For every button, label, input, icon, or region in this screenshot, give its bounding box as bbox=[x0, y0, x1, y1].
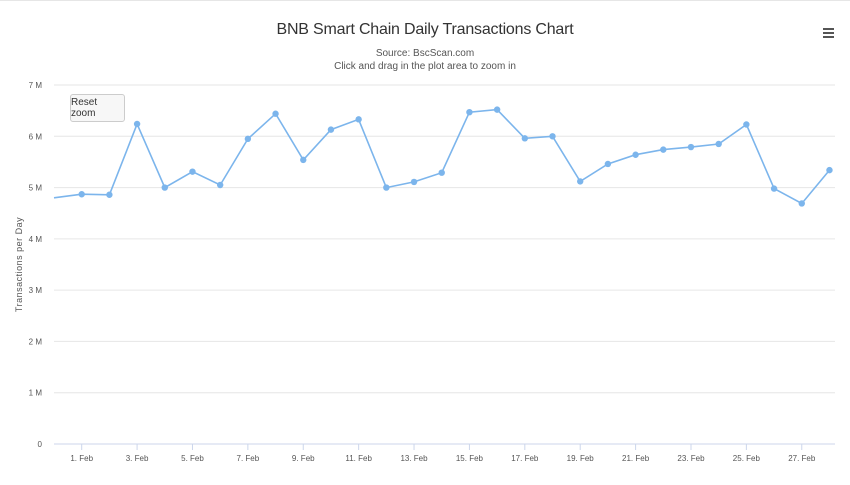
y-tick-label: 6 M bbox=[29, 132, 43, 141]
data-point[interactable] bbox=[410, 178, 418, 186]
x-tick-label: 21. Feb bbox=[622, 454, 650, 463]
x-tick-label: 25. Feb bbox=[733, 454, 761, 463]
data-point[interactable] bbox=[133, 120, 141, 128]
x-tick-label: 3. Feb bbox=[126, 454, 149, 463]
menu-bar-bottom bbox=[822, 36, 834, 38]
data-point[interactable] bbox=[521, 135, 529, 142]
data-point[interactable] bbox=[577, 178, 584, 185]
data-point[interactable] bbox=[743, 121, 750, 128]
x-tick-label: 27. Feb bbox=[788, 454, 816, 463]
chart-subtitle-source: Source: BscScan.com bbox=[375, 48, 475, 59]
x-tick-label: 9. Feb bbox=[292, 454, 315, 463]
x-tick-label: 1. Feb bbox=[70, 454, 93, 463]
x-tick-label: 7. Feb bbox=[237, 454, 260, 463]
data-point[interactable] bbox=[78, 191, 85, 198]
data-point[interactable] bbox=[244, 135, 252, 143]
data-point[interactable] bbox=[300, 156, 307, 164]
data-point[interactable] bbox=[466, 108, 473, 116]
y-tick-label: 3 M bbox=[29, 286, 43, 295]
data-point[interactable] bbox=[770, 185, 778, 192]
x-tick-label: 17. Feb bbox=[511, 454, 539, 463]
data-points bbox=[78, 106, 833, 207]
x-tick-label: 19. Feb bbox=[567, 454, 595, 463]
data-point[interactable] bbox=[106, 191, 113, 198]
x-tick-label: 23. Feb bbox=[677, 454, 705, 463]
data-point[interactable] bbox=[272, 110, 279, 117]
y-tick-label: 0 bbox=[38, 440, 43, 449]
data-point[interactable] bbox=[438, 169, 445, 176]
hamburger-menu-icon[interactable] bbox=[818, 23, 838, 43]
data-point[interactable] bbox=[493, 106, 501, 113]
data-point[interactable] bbox=[216, 181, 224, 189]
data-point[interactable] bbox=[604, 160, 612, 168]
data-point[interactable] bbox=[549, 133, 556, 140]
x-tick-label: 5. Feb bbox=[181, 454, 204, 463]
x-tick-label: 13. Feb bbox=[400, 454, 428, 463]
data-point[interactable] bbox=[632, 151, 639, 158]
y-axis-ticks: 0 1 M 2 M 3 M 4 M 5 M 6 M 7 M bbox=[29, 81, 43, 449]
data-point[interactable] bbox=[798, 200, 805, 207]
data-point[interactable] bbox=[355, 116, 362, 123]
x-tick-label: 11. Feb bbox=[345, 454, 372, 463]
data-point[interactable] bbox=[383, 184, 390, 191]
data-point[interactable] bbox=[161, 184, 168, 191]
data-point[interactable] bbox=[660, 146, 667, 153]
data-point[interactable] bbox=[715, 140, 722, 148]
menu-bar-middle bbox=[822, 32, 834, 34]
chart-title: BNB Smart Chain Daily Transactions Chart bbox=[276, 21, 574, 38]
data-point[interactable] bbox=[826, 166, 833, 174]
grid-lines bbox=[54, 84, 835, 445]
data-point[interactable] bbox=[687, 143, 695, 151]
y-tick-label: 5 M bbox=[29, 184, 43, 193]
zoom-hint: Click and drag in the plot area to zoom … bbox=[334, 61, 516, 72]
y-tick-label: 4 M bbox=[29, 235, 43, 244]
reset-zoom-button[interactable]: Reset zoom bbox=[70, 94, 125, 122]
menu-bar-top bbox=[822, 28, 834, 30]
y-tick-label: 2 M bbox=[29, 337, 43, 346]
data-point[interactable] bbox=[327, 126, 335, 133]
series-line bbox=[53, 108, 831, 205]
y-tick-label: 1 M bbox=[29, 389, 43, 398]
x-axis-ticks: 1. Feb 3. Feb 5. Feb 7. Feb 9. Feb 11. Feb 13.… bbox=[70, 444, 816, 463]
y-tick-label: 7 M bbox=[29, 81, 43, 90]
data-point[interactable] bbox=[189, 168, 196, 175]
x-tick-label: 15. Feb bbox=[456, 454, 484, 463]
y-axis-label: Transactions per Day bbox=[14, 217, 24, 312]
